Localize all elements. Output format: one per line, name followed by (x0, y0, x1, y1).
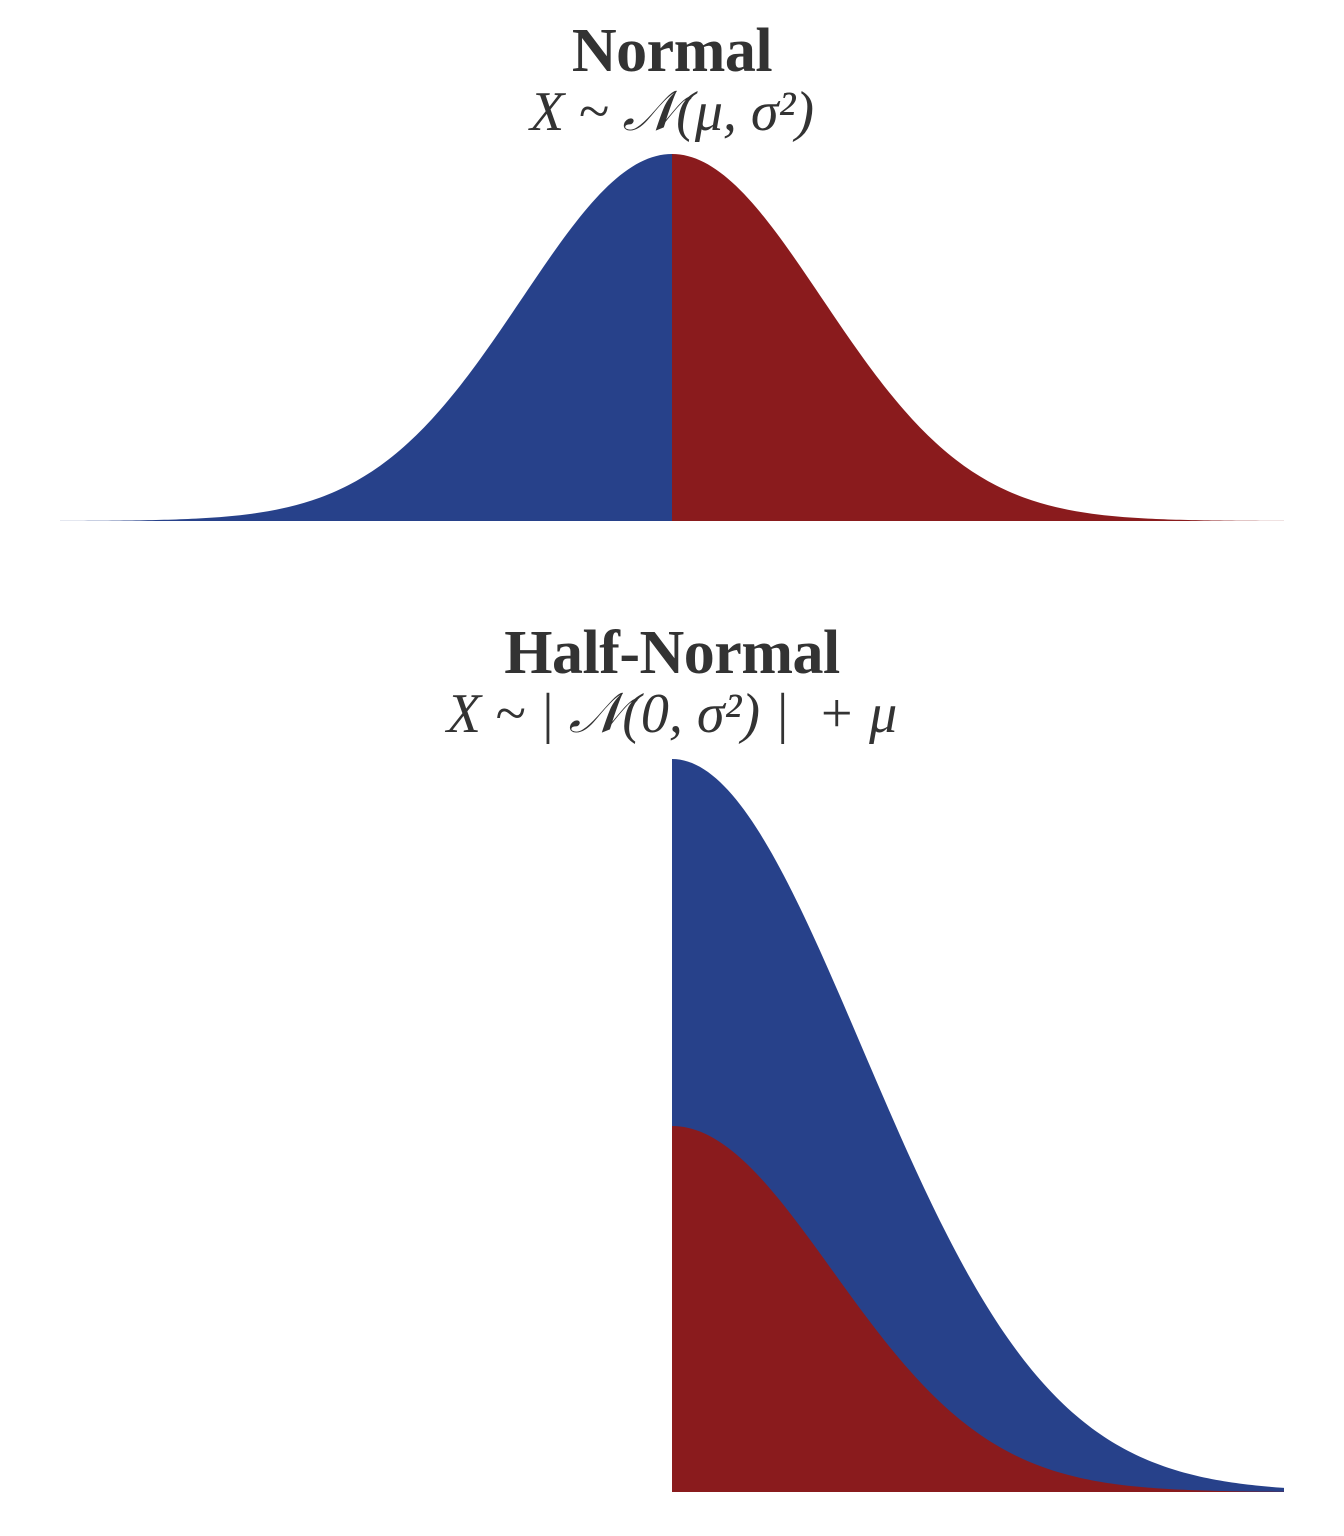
half-normal-title: Half-Normal (504, 619, 840, 687)
normal-formula: X ~ 𝒩(μ, σ²) (530, 81, 814, 143)
normal-left-half-area (60, 154, 672, 521)
half-normal-formula: X ~ | 𝒩(0, σ²) | + μ (446, 683, 898, 745)
half-normal-red-area (672, 1126, 1284, 1492)
normal-right-half-area (672, 154, 1284, 521)
normal-title: Normal (571, 17, 773, 85)
